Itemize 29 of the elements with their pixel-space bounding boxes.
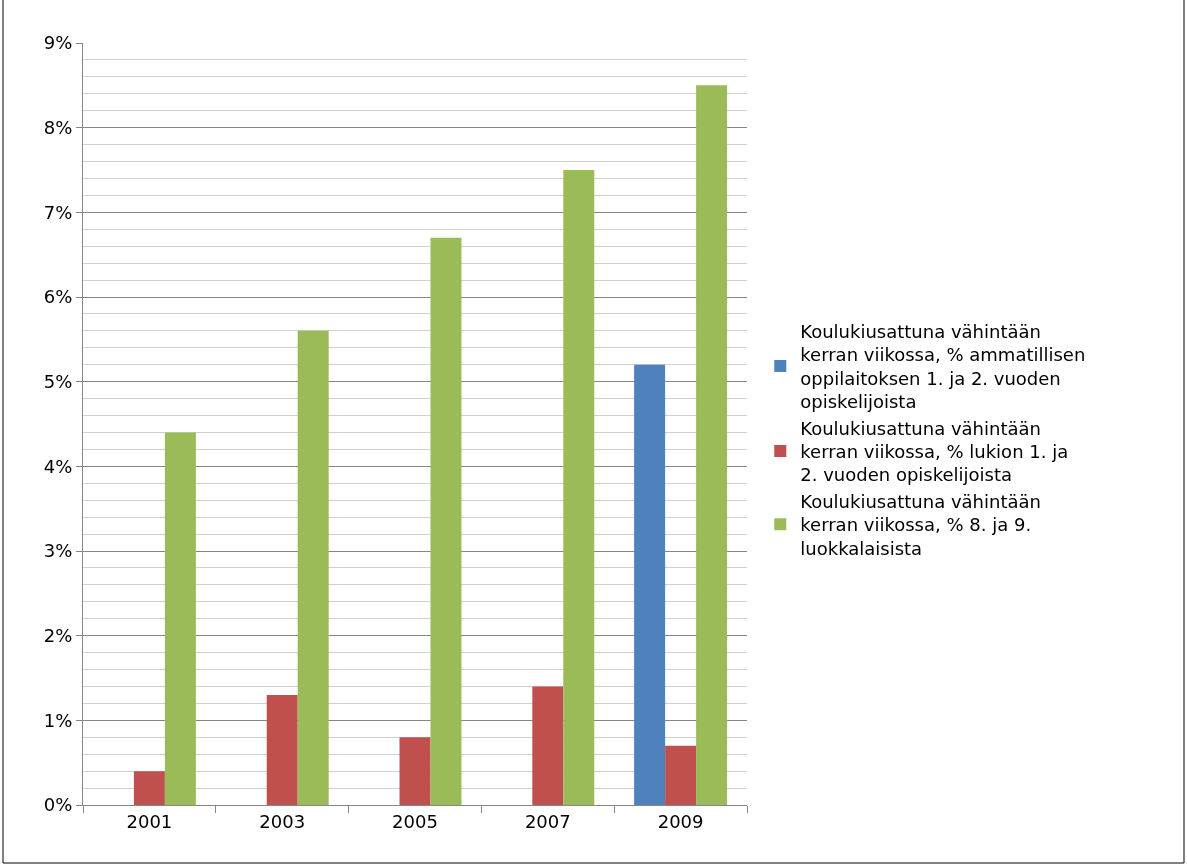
y-tick-label: 1% — [43, 709, 73, 731]
bar — [696, 85, 728, 805]
y-tick-label: 3% — [43, 540, 73, 562]
bar — [164, 432, 196, 805]
y-tick-label: 5% — [43, 370, 73, 392]
bar — [665, 745, 697, 805]
bar — [563, 170, 595, 805]
bar — [430, 237, 462, 805]
legend-label: Koulukiusattuna vähintään kerran viikossa, % 8. ja 9. luokkalaisista — [800, 490, 1041, 559]
legend-label: Koulukiusattuna vähintään kerran viikossa, % lukion 1. ja 2. vuoden opiskelijoista — [800, 417, 1069, 486]
bar — [399, 737, 431, 805]
x-tick-label: 2003 — [259, 810, 306, 832]
bar — [297, 330, 329, 805]
x-tick-label: 2007 — [524, 810, 571, 832]
bar — [634, 364, 666, 805]
x-tick-label: 2001 — [126, 810, 173, 832]
y-tick-label: 6% — [43, 286, 73, 308]
y-tick-label: 0% — [43, 794, 73, 816]
x-tick-label: 2009 — [657, 810, 704, 832]
bar — [532, 686, 564, 805]
y-tick-label: 4% — [43, 455, 73, 477]
y-tick-label: 7% — [43, 201, 73, 223]
y-tick-label: 2% — [43, 624, 73, 646]
y-tick-label: 8% — [43, 116, 73, 138]
y-tick-label: 9% — [43, 32, 73, 54]
bar — [133, 771, 165, 805]
x-tick-label: 2005 — [392, 810, 438, 832]
bar — [266, 694, 298, 805]
legend-label: Koulukiusattuna vähintään kerran viikossa, % ammatillisen oppilaitoksen 1. ja 2. vuoden opiskelijoista — [800, 320, 1086, 413]
